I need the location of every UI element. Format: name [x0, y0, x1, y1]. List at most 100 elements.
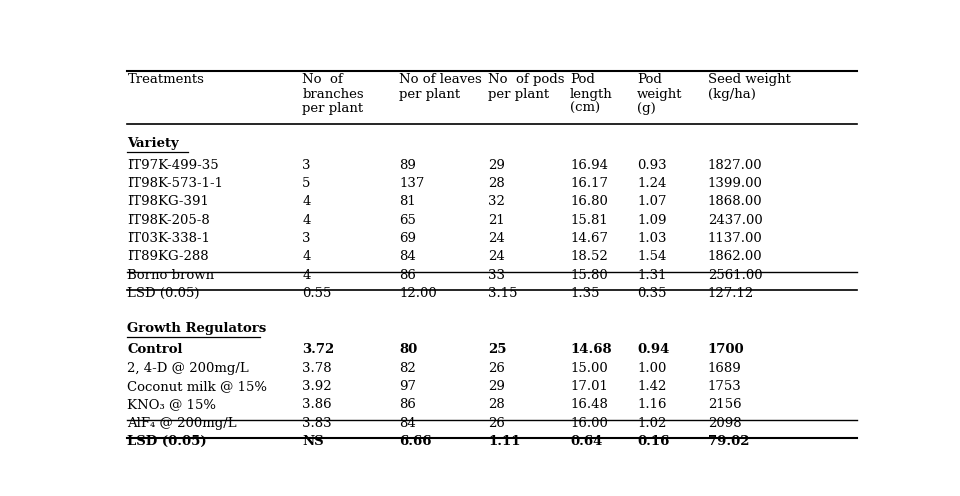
- Text: 84: 84: [399, 250, 416, 263]
- Text: 25: 25: [489, 343, 507, 356]
- Text: 79.02: 79.02: [708, 435, 749, 448]
- Text: 1862.00: 1862.00: [708, 250, 762, 263]
- Text: 0.94: 0.94: [637, 343, 669, 356]
- Text: length: length: [570, 88, 612, 101]
- Text: NS: NS: [302, 435, 324, 448]
- Text: 97: 97: [399, 380, 416, 393]
- Text: IT97K-499-35: IT97K-499-35: [128, 159, 219, 172]
- Text: 1827.00: 1827.00: [708, 159, 762, 172]
- Text: 89: 89: [399, 159, 416, 172]
- Text: 24: 24: [489, 250, 505, 263]
- Text: 5: 5: [302, 177, 311, 190]
- Text: 1.11: 1.11: [489, 435, 520, 448]
- Text: 2, 4-D @ 200mg/L: 2, 4-D @ 200mg/L: [128, 362, 250, 375]
- Text: 137: 137: [399, 177, 424, 190]
- Text: 1.16: 1.16: [637, 398, 666, 412]
- Text: 12.00: 12.00: [399, 287, 437, 300]
- Text: 84: 84: [399, 417, 416, 430]
- Text: 29: 29: [489, 159, 505, 172]
- Text: 1868.00: 1868.00: [708, 195, 762, 208]
- Text: 29: 29: [489, 380, 505, 393]
- Text: Pod: Pod: [570, 73, 595, 86]
- Text: AlF₄ @ 200mg/L: AlF₄ @ 200mg/L: [128, 417, 237, 430]
- Text: (kg/ha): (kg/ha): [708, 88, 756, 101]
- Text: 3.15: 3.15: [489, 287, 517, 300]
- Text: 15.00: 15.00: [570, 362, 608, 375]
- Text: 4: 4: [302, 269, 311, 282]
- Text: 1689: 1689: [708, 362, 741, 375]
- Text: 1.03: 1.03: [637, 232, 666, 245]
- Text: IT03K-338-1: IT03K-338-1: [128, 232, 210, 245]
- Text: 3.92: 3.92: [302, 380, 332, 393]
- Text: 16.00: 16.00: [570, 417, 608, 430]
- Text: 26: 26: [489, 362, 505, 375]
- Text: weight: weight: [637, 88, 683, 101]
- Text: 86: 86: [399, 398, 416, 412]
- Text: 14.68: 14.68: [570, 343, 612, 356]
- Text: Growth Regulators: Growth Regulators: [128, 321, 267, 334]
- Text: 1.07: 1.07: [637, 195, 666, 208]
- Text: IT98K-205-8: IT98K-205-8: [128, 214, 210, 227]
- Text: 1137.00: 1137.00: [708, 232, 762, 245]
- Text: Control: Control: [128, 343, 183, 356]
- Text: 3.72: 3.72: [302, 343, 334, 356]
- Text: 3.86: 3.86: [302, 398, 332, 412]
- Text: 14.67: 14.67: [570, 232, 608, 245]
- Text: 1.42: 1.42: [637, 380, 666, 393]
- Text: No  of: No of: [302, 73, 343, 86]
- Text: 6.66: 6.66: [399, 435, 431, 448]
- Text: 0.64: 0.64: [570, 435, 603, 448]
- Text: LSD (0.05): LSD (0.05): [128, 435, 207, 448]
- Text: 16.80: 16.80: [570, 195, 608, 208]
- Text: 1.31: 1.31: [637, 269, 666, 282]
- Text: 3: 3: [302, 159, 311, 172]
- Text: IT98K-573-1-1: IT98K-573-1-1: [128, 177, 224, 190]
- Text: Pod: Pod: [637, 73, 662, 86]
- Text: 3.78: 3.78: [302, 362, 332, 375]
- Text: 15.81: 15.81: [570, 214, 608, 227]
- Text: branches: branches: [302, 88, 364, 101]
- Text: 1.00: 1.00: [637, 362, 666, 375]
- Text: 16.17: 16.17: [570, 177, 608, 190]
- Text: 127.12: 127.12: [708, 287, 754, 300]
- Text: 0.93: 0.93: [637, 159, 666, 172]
- Text: IT98KG-391: IT98KG-391: [128, 195, 209, 208]
- Text: 1.54: 1.54: [637, 250, 666, 263]
- Text: 26: 26: [489, 417, 505, 430]
- Text: 3.83: 3.83: [302, 417, 332, 430]
- Text: Variety: Variety: [128, 137, 180, 150]
- Text: 16.94: 16.94: [570, 159, 608, 172]
- Text: 1.02: 1.02: [637, 417, 666, 430]
- Text: No of leaves: No of leaves: [399, 73, 482, 86]
- Text: 0.16: 0.16: [637, 435, 669, 448]
- Text: per plant: per plant: [399, 88, 460, 101]
- Text: per plant: per plant: [489, 88, 549, 101]
- Text: 2098: 2098: [708, 417, 741, 430]
- Text: 4: 4: [302, 214, 311, 227]
- Text: Coconut milk @ 15%: Coconut milk @ 15%: [128, 380, 268, 393]
- Text: 17.01: 17.01: [570, 380, 608, 393]
- Text: 82: 82: [399, 362, 416, 375]
- Text: 65: 65: [399, 214, 416, 227]
- Text: 32: 32: [489, 195, 505, 208]
- Text: (g): (g): [637, 102, 656, 115]
- Text: 28: 28: [489, 177, 505, 190]
- Text: 28: 28: [489, 398, 505, 412]
- Text: 16.48: 16.48: [570, 398, 608, 412]
- Text: 1753: 1753: [708, 380, 741, 393]
- Text: 15.80: 15.80: [570, 269, 608, 282]
- Text: 3: 3: [302, 232, 311, 245]
- Text: 86: 86: [399, 269, 416, 282]
- Text: 80: 80: [399, 343, 418, 356]
- Text: IT89KG-288: IT89KG-288: [128, 250, 209, 263]
- Text: Treatments: Treatments: [128, 73, 204, 86]
- Text: KNO₃ @ 15%: KNO₃ @ 15%: [128, 398, 216, 412]
- Text: 4: 4: [302, 195, 311, 208]
- Text: per plant: per plant: [302, 102, 364, 115]
- Text: 1399.00: 1399.00: [708, 177, 762, 190]
- Text: 1.09: 1.09: [637, 214, 666, 227]
- Text: Seed weight: Seed weight: [708, 73, 791, 86]
- Text: No  of pods: No of pods: [489, 73, 564, 86]
- Text: 2156: 2156: [708, 398, 741, 412]
- Text: 33: 33: [489, 269, 505, 282]
